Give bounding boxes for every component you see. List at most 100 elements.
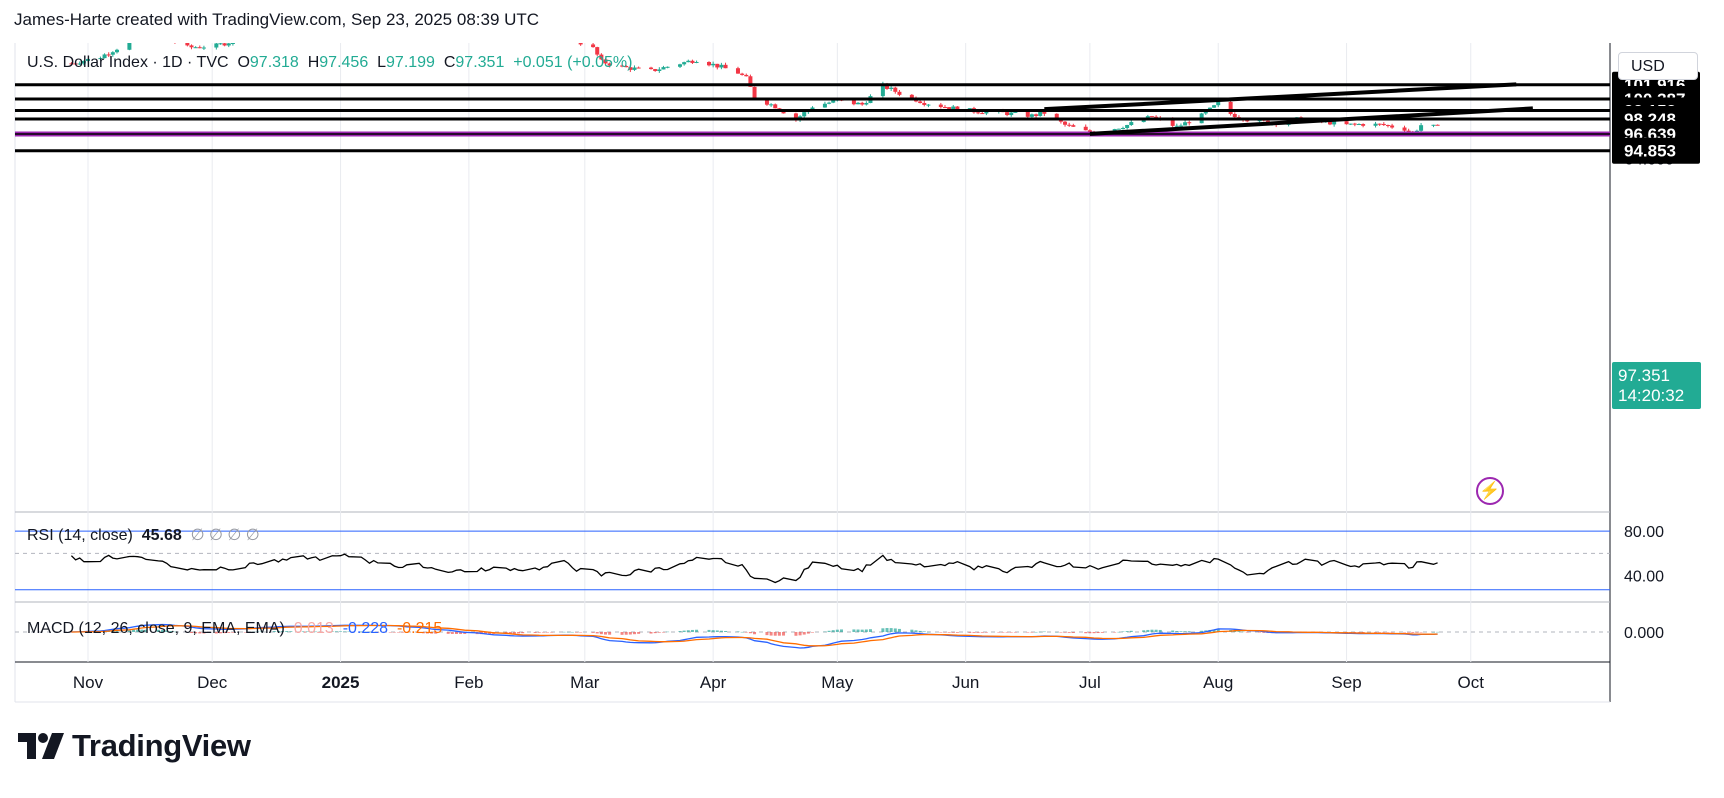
macd-histogram-bar: [115, 630, 119, 632]
macd-histogram-bar: [417, 632, 421, 634]
macd-histogram-bar: [1121, 631, 1125, 632]
macd-histogram-bar: [243, 632, 247, 633]
macd-histogram-bar: [488, 632, 492, 635]
candle-body: [1377, 123, 1382, 125]
macd-histogram-bar: [769, 632, 773, 636]
macd-histogram-bar: [425, 632, 429, 634]
macd-histogram-bar: [955, 632, 959, 633]
macd-histogram-bar: [173, 631, 177, 633]
macd-histogram-bar: [1125, 631, 1129, 632]
macd-histogram-bar: [289, 631, 293, 632]
macd-histogram-bar: [1034, 631, 1038, 633]
macd-histogram-bar: [1175, 631, 1179, 632]
macd-histogram-bar: [831, 630, 835, 632]
candle-body: [769, 104, 774, 106]
trendline-channel-lower: [1089, 106, 1533, 136]
macd-histogram-bar: [136, 629, 140, 632]
macd-histogram-bar: [657, 632, 661, 633]
candle-body: [1183, 122, 1188, 126]
macd-histogram-bar: [1382, 632, 1386, 633]
macd-histogram-bar: [624, 632, 628, 635]
lightning-icon[interactable]: ⚡: [1476, 477, 1504, 505]
macd-label: MACD (12, 26, close, 9, EMA, EMA): [27, 620, 285, 637]
macd-histogram-bar: [430, 632, 434, 634]
tradingview-logo[interactable]: TradingView: [18, 728, 251, 764]
candle-body: [735, 68, 740, 74]
candle-body: [893, 87, 898, 92]
macd-histogram-bar: [976, 632, 980, 633]
macd-histogram-bar: [1009, 632, 1013, 633]
macd-histogram-bar: [885, 628, 889, 632]
candle-body: [707, 61, 711, 66]
candle-body: [1406, 130, 1411, 132]
macd-histogram-bar: [599, 632, 603, 635]
macd-histogram-bar: [446, 632, 450, 634]
macd-histogram-bar: [388, 632, 392, 633]
level-price-tag: [1612, 137, 1700, 164]
candle-body: [955, 106, 960, 112]
macd-histogram-bar: [169, 631, 173, 632]
candle-body: [856, 102, 861, 105]
macd-histogram-bar: [1013, 632, 1017, 633]
macd-histogram-bar: [1432, 631, 1435, 633]
candle-body: [1063, 121, 1068, 125]
high-label: H: [307, 54, 320, 71]
open-label: O: [237, 54, 250, 71]
macd-legend[interactable]: MACD (12, 26, close, 9, EMA, EMA) 0.013 …: [27, 620, 442, 638]
candle-body: [1332, 121, 1337, 125]
macd-histogram-bar: [1026, 632, 1030, 633]
macd-histogram-bar: [943, 632, 947, 633]
macd-histogram-bar: [972, 632, 976, 633]
macd-histogram-bar: [690, 629, 694, 632]
candle-body: [628, 67, 633, 70]
macd-histogram-bar: [156, 629, 160, 632]
macd-histogram-bar: [736, 631, 740, 632]
candle-body: [1042, 111, 1047, 114]
macd-histogram-bar: [897, 628, 901, 632]
macd-histogram-bar: [537, 632, 541, 633]
rsi-value: 45.68: [141, 527, 182, 544]
candle-body: [831, 100, 836, 103]
macd-histogram-bar: [521, 632, 525, 634]
candle-body: [694, 61, 699, 63]
macd-histogram-bar: [512, 632, 516, 634]
macd-histogram-bar: [260, 631, 264, 632]
currency-selector[interactable]: USD: [1618, 52, 1698, 80]
macd-histogram-bar: [939, 632, 943, 633]
macd-histogram-bar: [1237, 631, 1241, 632]
last-price: 97.351: [1618, 366, 1670, 385]
macd-histogram-bar: [570, 631, 574, 633]
macd-histogram-bar: [719, 630, 723, 632]
candle-body: [1203, 111, 1208, 114]
rsi-legend[interactable]: RSI (14, close) 45.68 ∅ ∅ ∅ ∅: [27, 525, 260, 545]
candle-body: [222, 43, 227, 46]
candle-body: [860, 102, 865, 105]
candle-body: [885, 83, 890, 89]
candle-body: [69, 63, 74, 65]
macd-histogram-bar: [397, 632, 400, 633]
candle-body: [719, 64, 724, 68]
macd-histogram-bar: [782, 632, 786, 636]
candle-body: [1373, 123, 1378, 126]
macd-value: -0.228: [342, 620, 389, 637]
macd-histogram-bar: [744, 632, 748, 633]
macd-histogram-bar: [947, 632, 951, 633]
candle-body: [744, 74, 749, 77]
symbol-name[interactable]: U.S. Dollar Index · 1D · TVC: [27, 54, 229, 71]
candle-body: [653, 69, 658, 72]
macd-histogram-bar: [517, 632, 521, 634]
candle-body: [1431, 124, 1436, 126]
macd-histogram-bar: [223, 632, 227, 634]
candle-body: [1154, 116, 1159, 118]
candle-body: [918, 101, 923, 103]
candle-body: [793, 113, 798, 120]
candle-body: [197, 47, 202, 49]
candle-body: [1187, 122, 1192, 124]
macd-histogram-bar: [165, 630, 169, 632]
macd-histogram-bar: [1390, 632, 1394, 633]
candle-body: [909, 94, 914, 98]
candle-body: [851, 100, 856, 105]
macd-histogram-bar: [1245, 632, 1249, 633]
